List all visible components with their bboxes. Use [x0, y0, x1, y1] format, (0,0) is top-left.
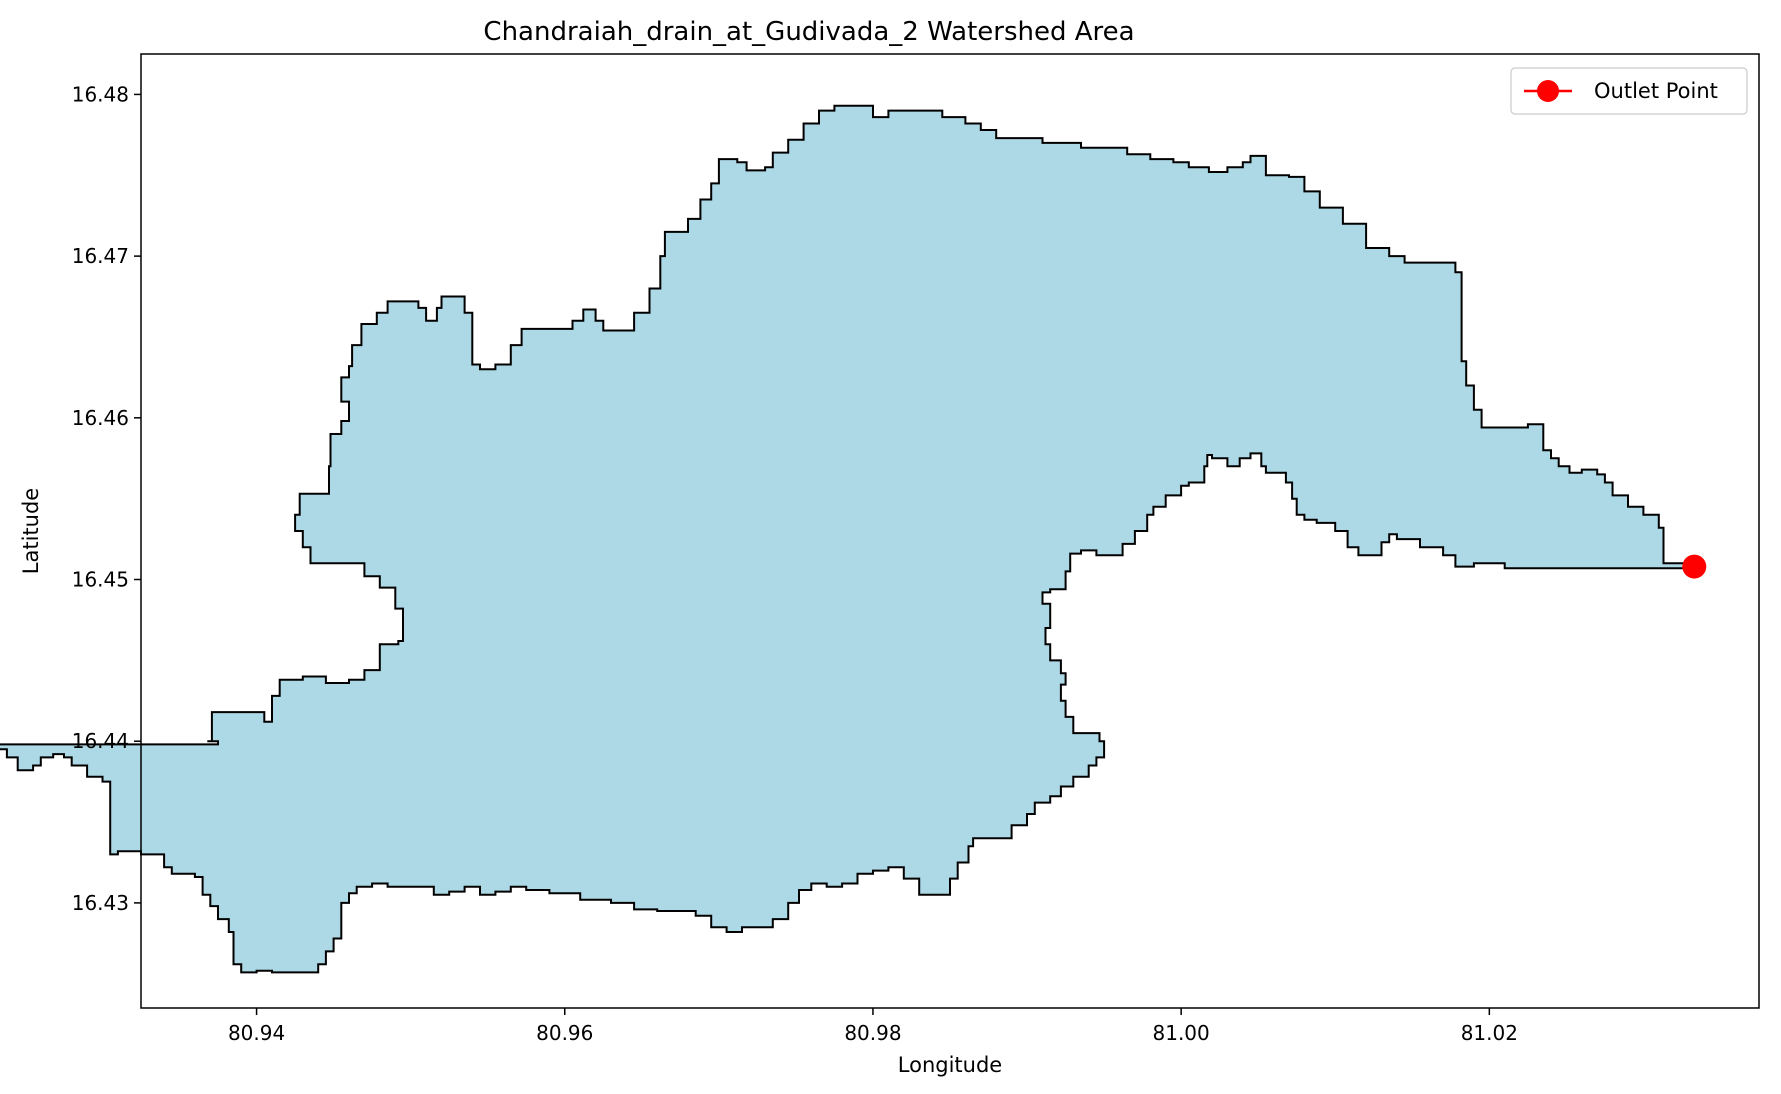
x-tick-label: 80.96 — [536, 1021, 593, 1045]
legend: Outlet Point — [1510, 67, 1748, 115]
y-tick-label: 16.43 — [72, 891, 129, 915]
legend-label-outlet-point: Outlet Point — [1594, 79, 1718, 103]
legend-marker-swatch — [1537, 80, 1559, 102]
y-tick-label: 16.46 — [72, 406, 129, 430]
outlet-point-marker — [1682, 554, 1707, 579]
y-axis: 16.43 16.44 16.45 16.46 16.47 16.48 — [72, 82, 141, 915]
chart-title: Chandraiah_drain_at_Gudivada_2 Watershed… — [483, 17, 1134, 47]
legend-box — [1510, 67, 1748, 115]
plot-area — [0, 104, 1707, 974]
x-tick-label: 80.98 — [844, 1021, 901, 1045]
y-axis-label: Latitude — [19, 488, 43, 574]
y-tick-label: 16.47 — [72, 244, 129, 268]
x-tick-label: 81.02 — [1461, 1021, 1518, 1045]
x-tick-label: 80.94 — [228, 1021, 285, 1045]
x-axis-label: Longitude — [898, 1053, 1002, 1077]
watershed-polygon — [0, 104, 1702, 974]
y-tick-label: 16.48 — [72, 82, 129, 106]
x-tick-label: 81.00 — [1153, 1021, 1210, 1045]
y-tick-label: 16.44 — [72, 729, 129, 753]
axes-frame — [140, 53, 1760, 1009]
y-tick-label: 16.45 — [72, 568, 129, 592]
x-axis: 80.94 80.96 80.98 81.00 81.02 — [228, 1008, 1518, 1045]
